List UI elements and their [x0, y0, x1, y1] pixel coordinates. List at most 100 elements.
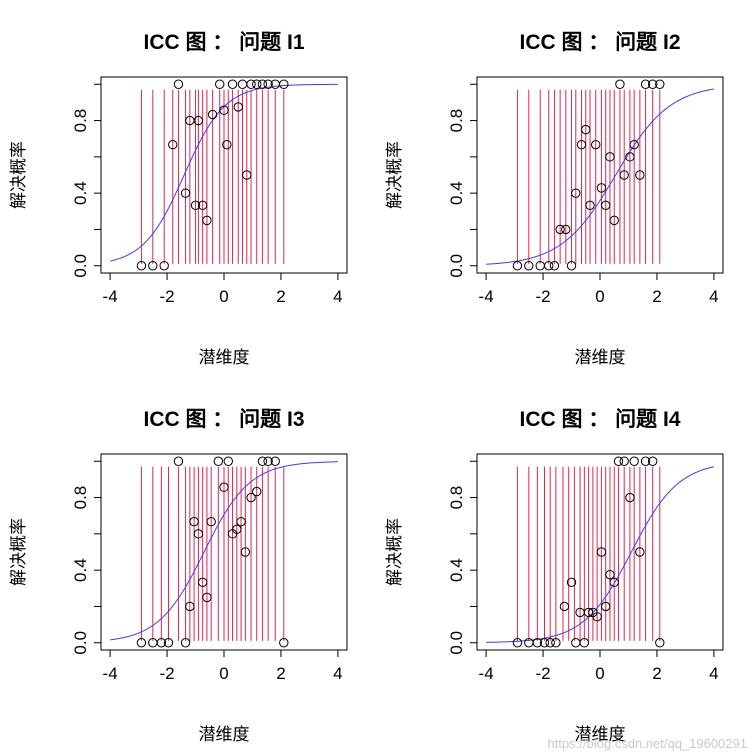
data-point	[609, 577, 619, 588]
data-point	[222, 139, 232, 150]
data-point	[189, 516, 199, 527]
x-tick-label: 0	[595, 287, 604, 306]
data-point	[219, 482, 229, 492]
y-axis-label: 解决概率	[9, 518, 29, 586]
data-point	[219, 105, 229, 115]
data-point	[544, 261, 554, 271]
data-point	[512, 261, 523, 271]
data-point	[655, 638, 665, 648]
data-point	[585, 200, 595, 211]
data-point	[635, 170, 645, 180]
data-point	[545, 638, 555, 648]
x-tick-label: -4	[479, 664, 494, 683]
data-point	[180, 638, 191, 648]
plot-frame	[476, 453, 724, 651]
data-point	[596, 183, 607, 193]
x-tick-label: -2	[159, 664, 174, 683]
y-tick-label: 0.4	[447, 558, 466, 582]
data-point	[215, 79, 225, 89]
data-point	[223, 456, 233, 466]
data-point	[619, 170, 629, 180]
data-point	[592, 612, 602, 622]
y-axis-label: 解决概率	[385, 518, 405, 586]
x-tick-label: 0	[219, 287, 228, 306]
data-point	[232, 524, 242, 535]
y-tick-label: 0.0	[447, 631, 466, 655]
y-tick-label: 0.4	[447, 181, 466, 205]
chart-title: ICC 图 ： 问题 I4	[519, 408, 680, 431]
data-point	[600, 200, 611, 211]
x-axis-label: 潜维度	[575, 725, 626, 745]
data-point	[609, 215, 619, 226]
data-point	[619, 456, 629, 466]
data-point	[148, 261, 158, 271]
data-point	[615, 79, 625, 89]
x-tick-label: 2	[652, 287, 661, 306]
y-axis-label: 解决概率	[9, 141, 29, 209]
data-point	[583, 607, 594, 618]
x-tick-label: -4	[103, 664, 118, 683]
data-point	[173, 456, 184, 466]
data-point	[576, 139, 587, 150]
data-point	[640, 79, 651, 89]
data-point	[512, 638, 523, 648]
data-point	[202, 215, 212, 226]
data-point	[206, 516, 216, 527]
data-point	[197, 577, 208, 588]
data-point	[613, 456, 624, 466]
data-point	[566, 577, 577, 588]
x-axis-label: 潜维度	[199, 348, 250, 368]
data-point	[571, 638, 581, 648]
data-point	[202, 592, 212, 603]
x-axis-label: 潜维度	[199, 725, 250, 745]
data-point	[591, 139, 601, 150]
y-tick-label: 0.8	[447, 486, 466, 510]
data-point	[257, 79, 268, 89]
data-point	[236, 516, 246, 527]
data-point	[213, 456, 224, 466]
y-tick-label: 0.0	[71, 631, 90, 655]
data-point	[647, 79, 658, 89]
data-point	[655, 79, 665, 89]
y-tick-label: 0.0	[71, 254, 90, 278]
chart-panel-1: ICC 图 ： 问题 I1 -4 -2 0 2 4 0.0 0.4 0.8 潜维度 解决概率	[9, 31, 348, 368]
x-tick-label: 2	[276, 664, 285, 683]
data-point	[242, 170, 252, 180]
data-point	[635, 547, 645, 557]
x-tick-label: -4	[103, 287, 118, 306]
data-point	[168, 139, 178, 150]
y-tick-label: 0.0	[447, 254, 466, 278]
x-tick-label: 0	[219, 664, 228, 683]
x-tick-label: 4	[333, 664, 342, 683]
data-point	[532, 638, 543, 648]
data-point	[625, 152, 635, 162]
icc-curve	[110, 461, 338, 641]
x-tick-label: 2	[276, 287, 285, 306]
x-tick-label: -2	[535, 287, 550, 306]
data-point	[193, 115, 204, 126]
chart-panel-2: ICC 图 ： 问题 I2 -4 -2 0 2 4 0.0 0.4 0.8 潜维度 解决概率	[385, 31, 724, 368]
data-point	[549, 261, 560, 271]
x-tick-label: 4	[333, 287, 342, 306]
data-point	[246, 492, 256, 503]
x-axis-label: 潜维度	[575, 348, 626, 368]
chart-panel-4: ICC 图 ： 问题 I4 -4 -2 0 2 4 0.0 0.4 0.8 潜维度 解决概率	[385, 408, 724, 745]
icc-curve	[109, 83, 338, 262]
icc-curve	[486, 88, 714, 265]
x-tick-label: 4	[709, 287, 718, 306]
data-point	[193, 529, 204, 539]
data-point	[629, 456, 639, 466]
chart-title: ICC 图 ： 问题 I3	[143, 408, 304, 431]
data-point	[581, 124, 591, 135]
data-point	[561, 224, 571, 235]
data-point	[227, 79, 238, 89]
data-point	[279, 638, 289, 648]
y-tick-label: 0.8	[71, 109, 90, 133]
data-point	[596, 547, 607, 557]
y-tick-label: 0.8	[71, 486, 90, 510]
data-point	[163, 638, 174, 648]
data-point	[252, 486, 262, 497]
data-point	[233, 102, 243, 112]
data-point	[185, 601, 195, 612]
